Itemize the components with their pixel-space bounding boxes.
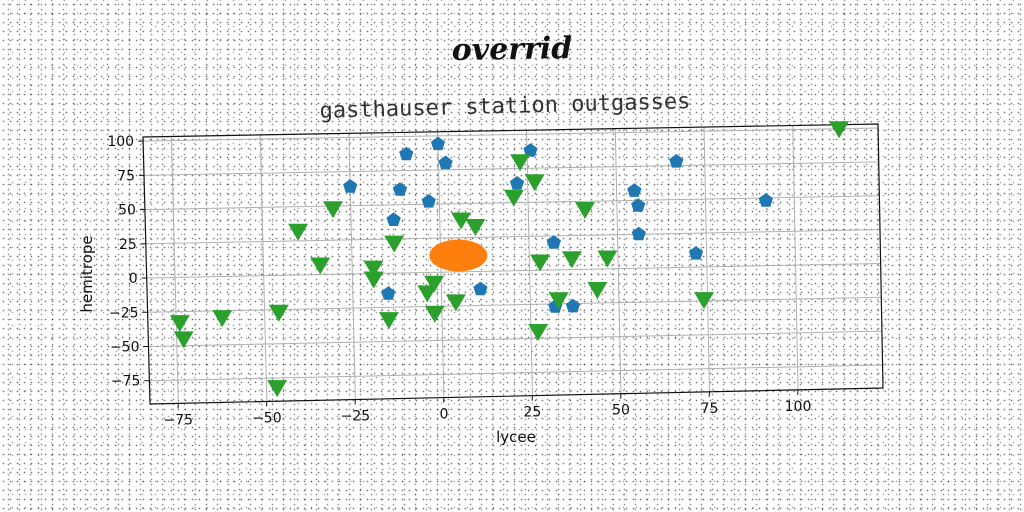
- y-grid-line: [146, 262, 881, 279]
- triangle-point: [267, 380, 288, 398]
- y-grid-line: [145, 229, 881, 245]
- y-grid-line: [143, 127, 879, 142]
- triangle-point: [524, 174, 545, 192]
- pentagon-point: [509, 176, 525, 190]
- pentagon-point: [565, 298, 581, 313]
- triangle-point: [465, 219, 486, 236]
- x-tick-label: 75: [701, 401, 719, 417]
- y-tick-label: 0: [129, 271, 138, 287]
- triangle-point: [575, 202, 595, 219]
- pentagon-point: [688, 246, 704, 260]
- y-tick-label: −50: [110, 339, 140, 355]
- triangle-point: [597, 250, 618, 268]
- triangle-point: [424, 305, 445, 323]
- y-tick-label: 25: [119, 237, 137, 253]
- x-axis-label: lycee: [496, 428, 536, 446]
- plot-frame: [142, 123, 884, 405]
- triangle-point: [378, 312, 399, 330]
- triangle-point: [417, 285, 438, 303]
- triangle-point: [445, 294, 466, 312]
- pentagon-point: [381, 286, 396, 300]
- pentagon-point: [631, 226, 646, 241]
- y-tick-label: 50: [118, 203, 136, 219]
- pentagon-point: [430, 136, 446, 151]
- x-grid-line: [792, 125, 799, 390]
- triangle-point: [363, 271, 384, 289]
- x-grid-line: [348, 133, 356, 400]
- x-grid-line: [525, 130, 533, 396]
- triangle-point: [384, 235, 405, 253]
- x-tick-label: 25: [524, 405, 542, 421]
- x-tick-label: 50: [612, 403, 630, 419]
- triangle-point: [424, 275, 445, 293]
- triangle-point: [169, 315, 190, 333]
- pentagon-point: [523, 143, 538, 157]
- x-tick-label: −75: [164, 412, 194, 428]
- y-tick-label: 75: [117, 168, 135, 184]
- triangle-point: [173, 331, 194, 349]
- pentagon-point: [627, 183, 642, 197]
- triangle-point: [451, 212, 472, 230]
- data-points: [169, 121, 849, 398]
- pentagon-point: [669, 154, 684, 168]
- pentagon-point: [546, 235, 561, 249]
- triangle-point: [561, 251, 582, 269]
- y-grid-line: [149, 364, 883, 382]
- tick-marks: −75 −50 −25 0 25 50 75 100 100 75 50 25 0 −25 −50 −75: [107, 134, 811, 428]
- pentagon-point: [758, 193, 773, 207]
- triangle-point: [212, 310, 233, 328]
- x-tick-label: 0: [439, 407, 448, 423]
- x-grid-line: [259, 134, 268, 402]
- triangle-point: [503, 189, 524, 207]
- pentagon-point: [421, 194, 436, 208]
- y-tick-label: −25: [109, 305, 139, 321]
- y-tick-label: −75: [111, 374, 141, 390]
- triangle-point: [310, 257, 331, 275]
- y-grid-line: [148, 330, 882, 347]
- triangle-point: [528, 324, 549, 341]
- pentagon-point: [473, 281, 488, 296]
- y-grid-line: [143, 161, 879, 176]
- x-grid-line: [170, 136, 179, 404]
- triangle-point: [829, 121, 849, 139]
- pentagon-point: [343, 179, 358, 193]
- x-grid-line: [703, 127, 710, 392]
- x-tick-label: −25: [341, 409, 371, 425]
- grid-lines: [143, 125, 883, 404]
- triangle-point: [548, 292, 569, 310]
- pentagon-point: [392, 182, 408, 196]
- triangle-point: [323, 201, 343, 219]
- triangle-point: [268, 304, 289, 322]
- blob-point: [429, 239, 488, 272]
- triangle-point: [510, 154, 531, 172]
- plot-area-border: [142, 123, 884, 405]
- x-grid-line: [614, 128, 622, 394]
- triangle-point: [363, 260, 384, 278]
- triangle-point: [288, 223, 309, 241]
- pentagon-point: [386, 212, 401, 226]
- triangle-point: [530, 254, 551, 272]
- y-grid-line: [147, 296, 882, 313]
- triangle-point: [587, 282, 608, 299]
- y-tick-label: 100: [107, 134, 134, 150]
- pentagon-point: [399, 146, 414, 161]
- x-tick-label: 100: [785, 399, 812, 415]
- x-tick-label: −50: [252, 410, 282, 426]
- pentagon-point: [631, 198, 646, 212]
- pentagon-point: [438, 155, 453, 170]
- triangle-point: [694, 292, 714, 310]
- y-axis-label: hemitrope: [78, 235, 96, 312]
